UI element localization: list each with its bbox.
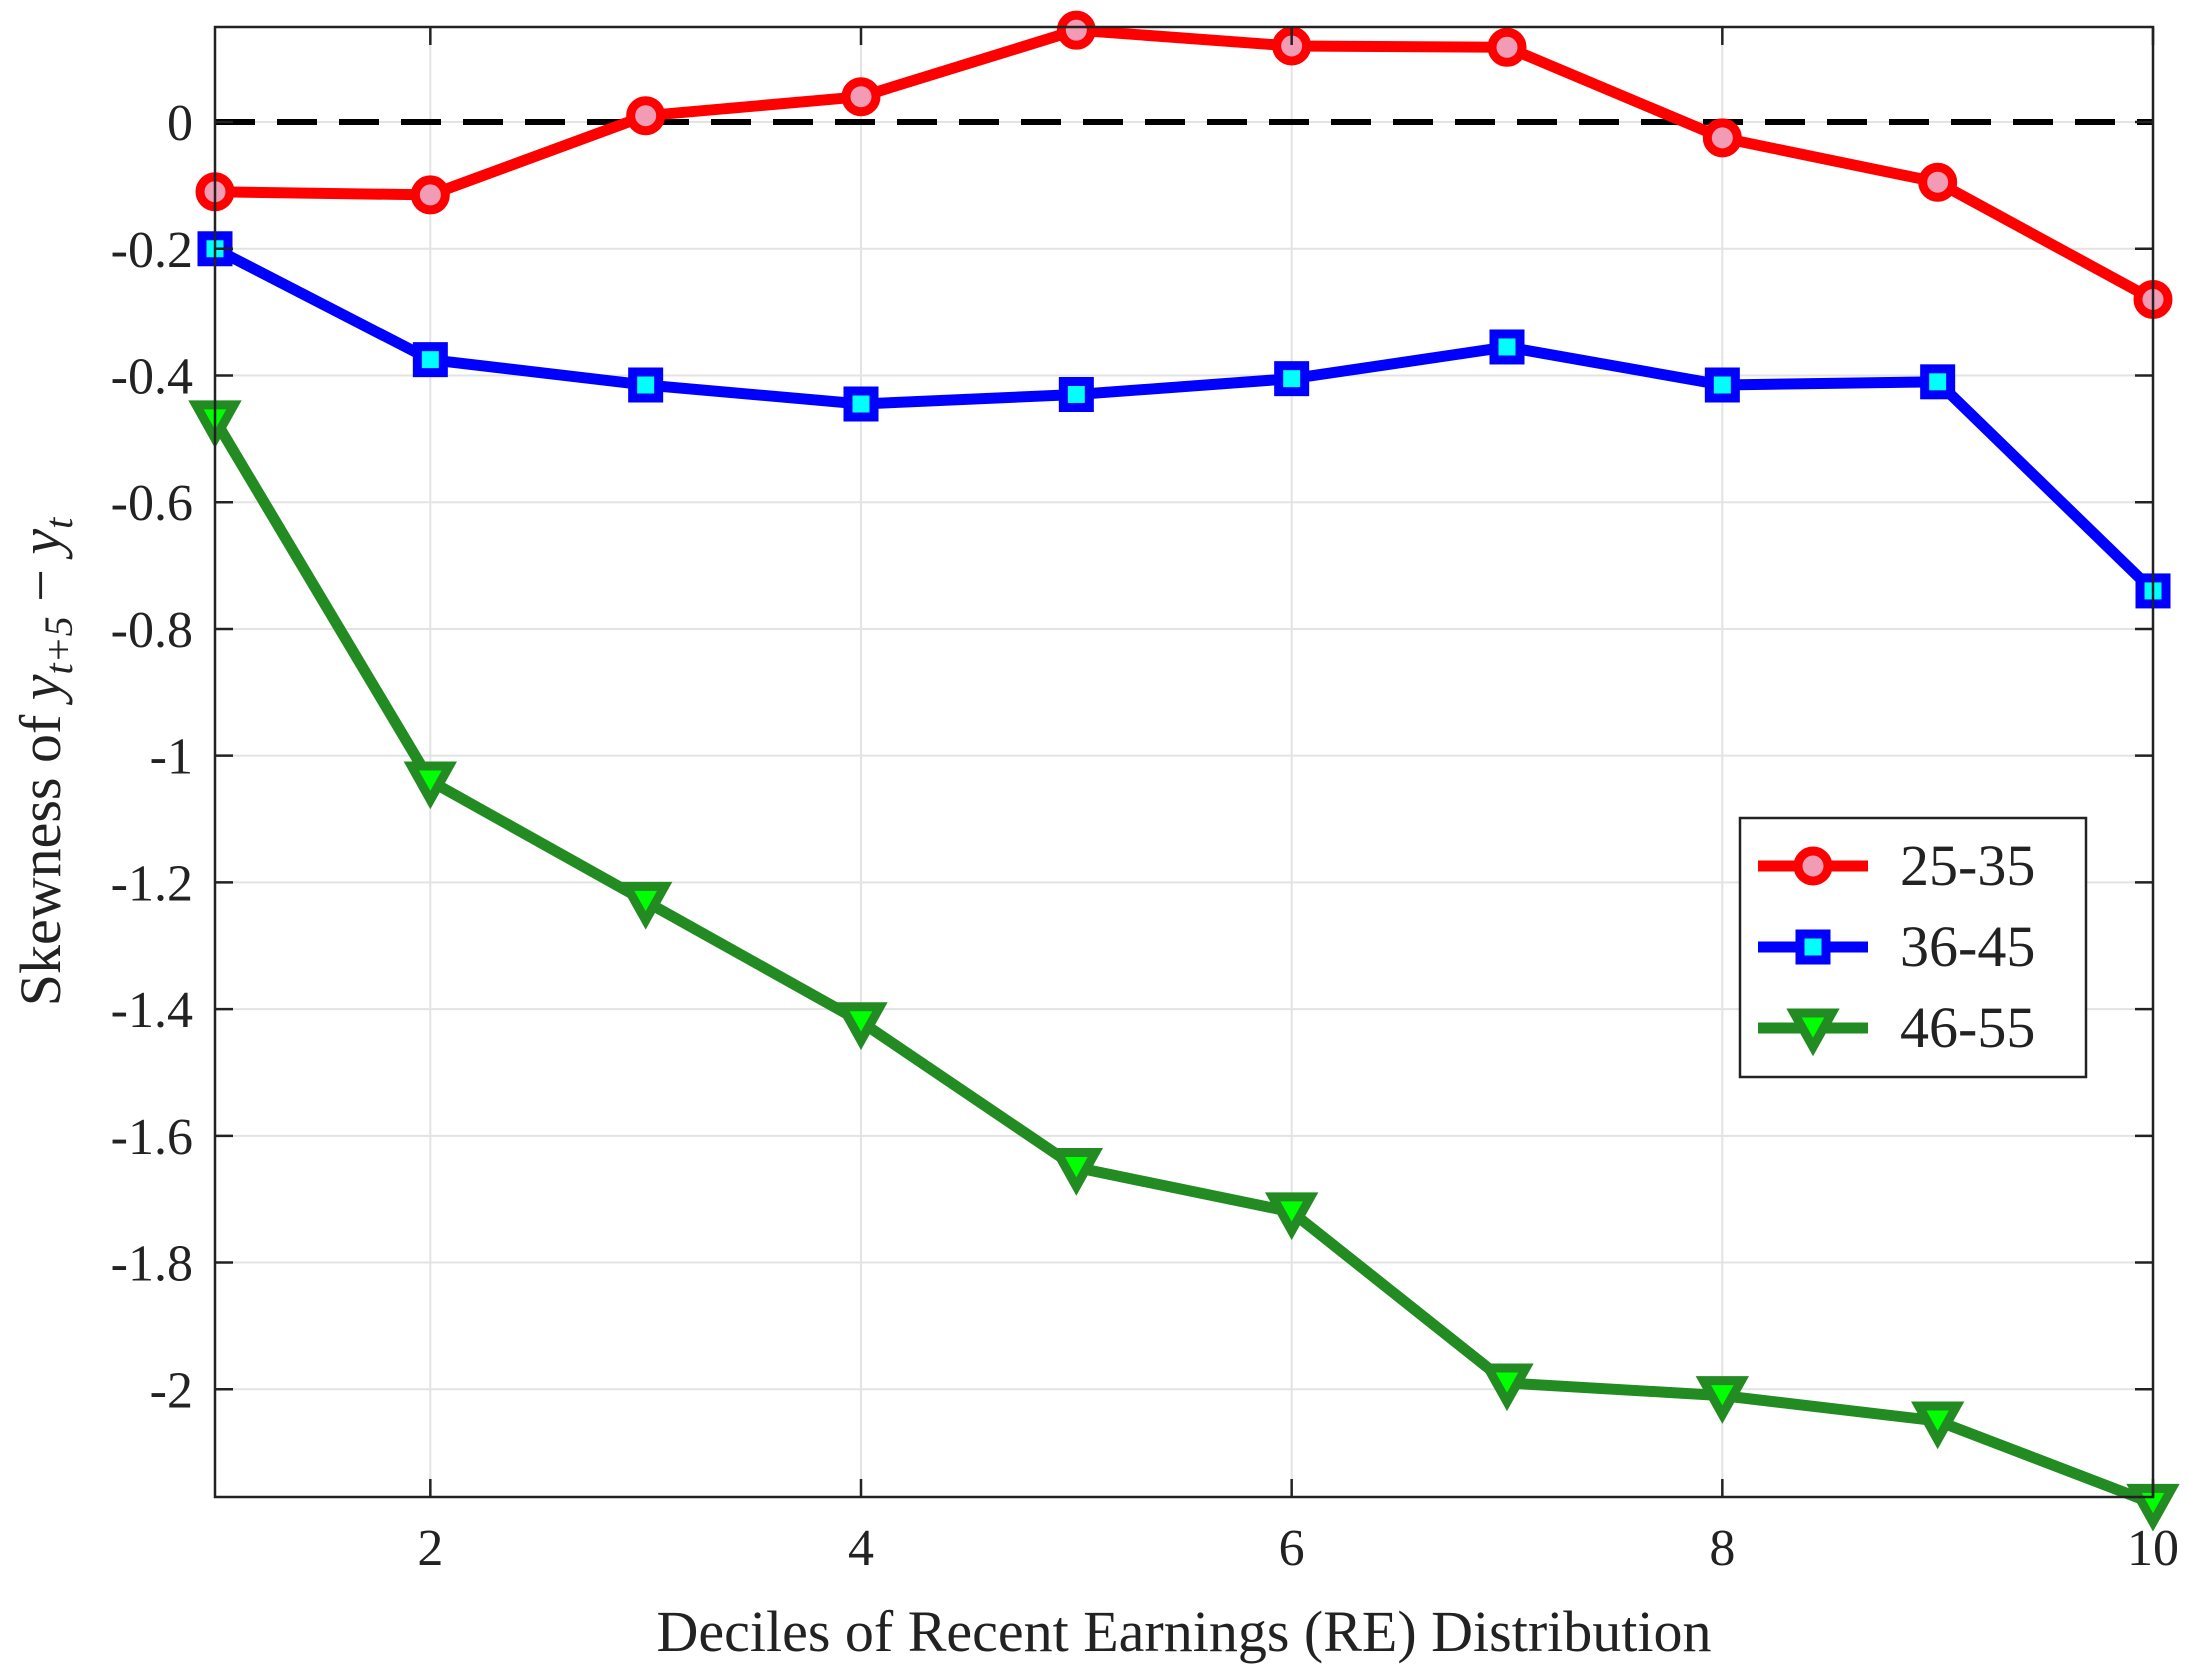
ticks bbox=[215, 27, 2155, 1497]
y-title-sub2: t bbox=[36, 517, 81, 529]
data-point-46-55 bbox=[834, 1002, 888, 1051]
legend-label-36-45: 36-45 bbox=[1900, 914, 2035, 979]
data-point-25-35 bbox=[1702, 118, 1742, 158]
legend-label-25-35: 25-35 bbox=[1900, 833, 2035, 898]
y-tick-label: -0.2 bbox=[111, 222, 193, 279]
y-title-prefix: Skewness of bbox=[8, 700, 73, 1006]
series-line-46-55 bbox=[210, 417, 2155, 1509]
x-tick-label: 2 bbox=[417, 1520, 443, 1577]
data-point-36-45 bbox=[1274, 361, 1310, 397]
data-point-46-55 bbox=[618, 881, 673, 930]
x-axis-title: Deciles of Recent Earnings (RE) Distribu… bbox=[656, 1599, 1711, 1664]
series-46-55 bbox=[188, 400, 2180, 1532]
legend-label-46-55: 46-55 bbox=[1900, 995, 2035, 1060]
data-point-46-55 bbox=[1480, 1363, 1534, 1412]
data-point-25-35 bbox=[626, 96, 666, 136]
legend-marker-46-55 bbox=[1786, 1008, 1840, 1057]
y-title-minus: − bbox=[8, 555, 73, 617]
legend-marker-36-45 bbox=[1795, 929, 1831, 965]
legend-entry-25-35: 25-35 bbox=[1758, 833, 2035, 898]
data-point-36-45 bbox=[628, 367, 664, 403]
data-point-36-45 bbox=[1489, 329, 1525, 365]
y-axis-title: Skewness of yt+5 − yt bbox=[8, 517, 81, 1006]
y-title-sub1: t+5 bbox=[36, 616, 81, 674]
series-25-35 bbox=[195, 10, 2173, 319]
y-tick-label: -0.8 bbox=[111, 602, 193, 659]
data-point-25-35 bbox=[1487, 27, 1527, 67]
data-point-25-35 bbox=[1918, 162, 1958, 202]
data-point-36-45 bbox=[412, 342, 448, 378]
plot-frame bbox=[213, 25, 2155, 1499]
data-point-25-35 bbox=[1056, 10, 1096, 50]
data-point-25-35 bbox=[410, 175, 450, 215]
legend-entries: 25-35 36-45 46-55 bbox=[1758, 833, 2035, 1060]
data-point-46-55 bbox=[1264, 1192, 1319, 1241]
legend-entry-46-55: 46-55 bbox=[1758, 995, 2035, 1060]
data-point-36-45 bbox=[1920, 364, 1956, 400]
series-line-25-35 bbox=[214, 24, 2156, 305]
grid bbox=[215, 27, 2154, 1497]
data-point-36-45 bbox=[1058, 377, 1094, 412]
y-title-var1: y bbox=[8, 674, 73, 705]
data-point-46-55 bbox=[403, 761, 458, 810]
series-36-45 bbox=[197, 231, 2171, 609]
data-point-36-45 bbox=[843, 386, 879, 422]
y-tick-label: -1.8 bbox=[111, 1236, 193, 1293]
data-point-36-45 bbox=[1704, 367, 1740, 403]
x-tick-label: 6 bbox=[1279, 1520, 1305, 1577]
legend-entry-36-45: 36-45 bbox=[1758, 914, 2035, 979]
x-tick-label: 10 bbox=[2127, 1520, 2179, 1577]
data-point-46-55 bbox=[1695, 1376, 1750, 1424]
tick-labels: 2 4 6 8 10 0 -0.2 -0.4 -0.6 -0.8 -1 -1.2 -1.4 -1.6 -1.… bbox=[111, 95, 2179, 1577]
y-tick-label: -1.6 bbox=[111, 1109, 193, 1166]
series-line-36-45 bbox=[212, 243, 2157, 595]
data-point-25-35 bbox=[841, 77, 881, 117]
y-tick-label: -2 bbox=[150, 1362, 193, 1419]
y-tick-label: -1.2 bbox=[111, 855, 193, 912]
y-tick-label: 0 bbox=[167, 95, 193, 152]
y-tick-label: -0.6 bbox=[111, 475, 193, 532]
data-point-46-55 bbox=[1910, 1401, 1965, 1450]
x-tick-label: 8 bbox=[1709, 1520, 1735, 1577]
y-tick-label: -0.4 bbox=[111, 348, 193, 405]
y-tick-label: -1 bbox=[150, 729, 193, 786]
legend: 25-35 36-45 46-55 bbox=[1738, 816, 2088, 1079]
legend-marker-25-35 bbox=[1793, 846, 1833, 886]
data-point-46-55 bbox=[1049, 1148, 1104, 1196]
series-layer bbox=[188, 10, 2180, 1532]
y-tick-label: -1.4 bbox=[111, 982, 193, 1039]
x-tick-label: 4 bbox=[848, 1520, 874, 1577]
y-title-var2: y bbox=[8, 529, 73, 560]
